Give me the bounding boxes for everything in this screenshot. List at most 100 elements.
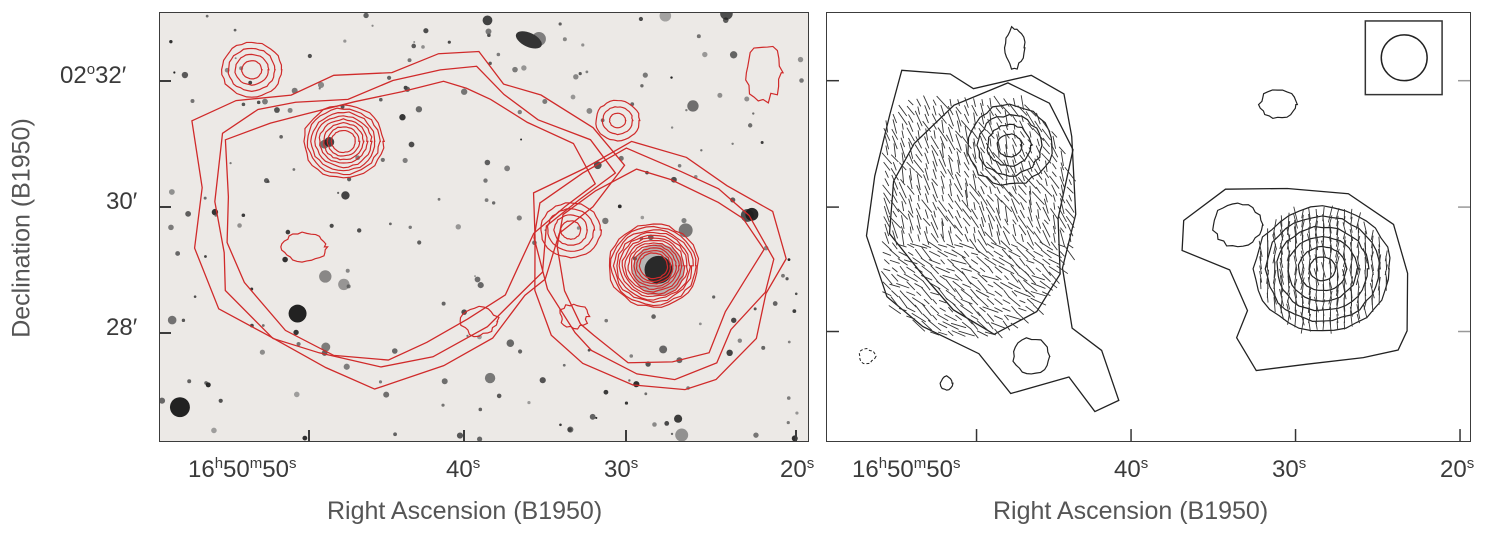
polarization-vector — [908, 137, 914, 147]
polarization-vector — [972, 170, 977, 179]
star — [423, 28, 429, 34]
radio-contour-east-lobe — [224, 80, 597, 361]
star — [786, 396, 791, 400]
polarization-vector — [917, 202, 921, 210]
star — [408, 141, 415, 148]
star — [562, 363, 566, 367]
polarization-vector — [1052, 225, 1056, 235]
polarization-vector — [1356, 264, 1360, 275]
star — [674, 414, 683, 423]
polarization-vector — [914, 283, 924, 289]
polarization-vector — [937, 322, 948, 329]
polarization-vector — [908, 141, 914, 159]
polarization-vector — [1059, 251, 1065, 257]
polarization-vector — [1029, 185, 1032, 195]
polarization-vector — [921, 265, 932, 275]
polarization-vector — [1050, 143, 1059, 158]
polarization-vector — [914, 248, 923, 259]
polarization-vector — [970, 215, 979, 229]
star — [562, 37, 567, 42]
star — [482, 15, 493, 26]
polarization-vector — [1259, 256, 1262, 270]
polarization-vector — [1068, 194, 1072, 202]
polarization-vector — [1273, 283, 1276, 298]
polarization-vector — [955, 234, 963, 242]
optical-image-panel — [159, 12, 809, 442]
polarization-vector — [946, 268, 955, 272]
radio-contour-compact-source — [560, 220, 582, 240]
polarization-vector — [932, 314, 938, 321]
polarization-vector — [978, 121, 987, 131]
polarization-vector — [1069, 233, 1072, 243]
polarization-vector — [981, 275, 999, 281]
polarization-vector — [1272, 290, 1277, 305]
star — [617, 204, 622, 209]
polarization-vector — [977, 273, 988, 283]
polarization-vector — [1335, 285, 1339, 296]
polarization-vector — [945, 134, 956, 151]
polarization-vector — [995, 275, 1002, 281]
star — [399, 114, 406, 121]
polarization-vector — [1039, 280, 1053, 291]
polarization-vector — [1287, 212, 1290, 230]
polarization-vector — [985, 199, 996, 213]
polarization-vector — [979, 205, 987, 223]
star — [731, 317, 737, 323]
star — [408, 225, 412, 229]
star — [256, 100, 261, 105]
star — [670, 432, 674, 436]
star — [787, 340, 791, 344]
polarization-vector — [924, 167, 929, 181]
star — [205, 14, 209, 18]
polarization-vector — [1060, 227, 1065, 233]
polarization-vector — [1266, 292, 1269, 303]
polarization-vector — [1322, 214, 1325, 228]
polarization-vector — [981, 161, 984, 171]
star — [527, 400, 531, 405]
polarization-vector — [912, 257, 926, 267]
polarization-vector — [1018, 307, 1027, 312]
polarization-vector — [1294, 268, 1298, 286]
star — [787, 258, 791, 262]
polarization-vector — [1014, 289, 1031, 298]
polarization-vector — [1067, 223, 1074, 237]
polarization-vector — [1349, 306, 1353, 317]
polarization-vector — [972, 141, 977, 159]
polarization-vector — [990, 242, 1007, 250]
polarization-vector — [908, 198, 914, 214]
polarization-vector — [882, 291, 892, 297]
polarization-vector — [1322, 293, 1325, 303]
x-tick-label-16h50m50s-left: 16h50m50s — [188, 455, 297, 483]
polarization-vector — [890, 199, 900, 213]
polarization-vector — [964, 233, 969, 243]
y-tick-label-30: 30′ — [106, 188, 138, 215]
star — [752, 112, 755, 115]
star — [474, 276, 481, 283]
polarization-vector — [917, 234, 921, 242]
polarization-vector — [908, 153, 914, 164]
polarization-vector — [994, 113, 1003, 124]
polarization-vector — [970, 321, 979, 330]
polarization-vector — [1036, 179, 1041, 185]
radio-contour-compact-source — [631, 244, 678, 287]
polarization-vector — [977, 176, 988, 188]
polarization-vector — [921, 275, 933, 281]
star — [573, 74, 579, 80]
x-axis-title-left: Right Ascension (B1950) — [327, 497, 603, 525]
x-tick — [308, 430, 310, 442]
polarization-vector — [948, 230, 954, 246]
polarization-vector — [1052, 194, 1056, 202]
polarization-vector — [973, 123, 976, 130]
star — [753, 432, 759, 438]
polarization-vector — [1377, 276, 1381, 291]
polarization-vector — [940, 104, 945, 117]
polarization-vector — [1308, 227, 1311, 243]
polarization-vector — [1000, 240, 1013, 252]
star — [169, 39, 173, 44]
polarization-vector — [956, 147, 962, 153]
star — [214, 213, 218, 217]
polarization-vector — [1350, 208, 1353, 220]
polarization-vector — [938, 299, 947, 304]
star — [168, 224, 174, 231]
polarization-vector — [916, 225, 921, 235]
